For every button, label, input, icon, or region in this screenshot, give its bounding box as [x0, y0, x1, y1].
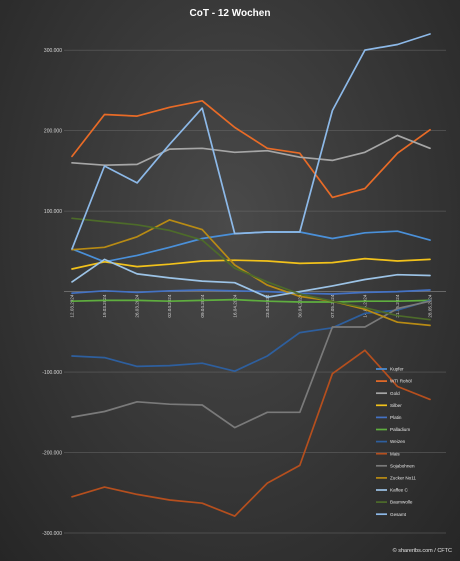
legend-label: Kupfer [390, 367, 404, 372]
x-tick-label: 23.04.2024 [265, 294, 270, 317]
legend-label: Platin [390, 415, 402, 420]
x-tick-label: 09.04.2024 [200, 294, 205, 317]
x-tick-label: 16.04.2024 [232, 294, 237, 317]
chart-title: CoT - 12 Wochen [190, 8, 271, 19]
legend-label: Silber [390, 403, 402, 408]
legend-label: Gold [390, 391, 400, 396]
legend-label: Sojabohnen [390, 463, 415, 468]
y-tick-label: -300.000 [42, 531, 62, 537]
legend-label: Baumwolle [390, 500, 413, 505]
y-axis-ticks: -300.000 -200.000 -100.000 100.000 200.000 30… [42, 48, 62, 537]
x-tick-label: 12.03.2024 [70, 294, 75, 317]
x-tick-label: 19.03.2024 [102, 294, 107, 317]
series-line-silber [71, 257, 431, 270]
y-tick-label: 200.000 [44, 128, 62, 134]
series-line-wti-roh-l [71, 99, 431, 199]
series-line-palladium [71, 298, 431, 303]
series-line-weizen [71, 299, 431, 373]
series-line-platin [71, 289, 431, 295]
legend-label: Zucker No11 [390, 476, 416, 481]
y-tick-label: -100.000 [42, 370, 62, 376]
series-line-kupfer [71, 230, 431, 263]
series-line-mais [71, 349, 431, 517]
source-label: © shareribs.com / CFTC [393, 547, 452, 554]
x-tick-label: 28.05.2024 [428, 294, 433, 317]
x-tick-label: 02.04.2024 [167, 294, 172, 317]
y-tick-label: 300.000 [44, 48, 62, 54]
x-tick-label: 21.05.2024 [395, 294, 400, 317]
legend-label: Kaffee C [390, 488, 408, 493]
x-tick-label: 30.04.2024 [297, 294, 302, 317]
legend-label: Weizen [390, 439, 406, 444]
legend-label: Mais [390, 451, 400, 456]
series-lines [71, 33, 431, 517]
series-line-gold [71, 134, 431, 167]
y-tick-label: 100.000 [44, 209, 62, 215]
legend: Kupfer WTI Rohöl Gold Silber Platin Palladium… [376, 367, 416, 517]
legend-label: Gesamt [390, 512, 407, 517]
x-tick-label: 07.05.2024 [330, 294, 335, 317]
series-line-baumwolle [71, 217, 431, 321]
series-line-gesamt [71, 33, 431, 250]
legend-label: Palladium [390, 427, 410, 432]
legend-label: WTI Rohöl [390, 379, 412, 384]
series-line-kaffee-c [71, 258, 431, 299]
y-tick-label: -200.000 [42, 450, 62, 456]
series-line-sojabohnen [71, 300, 431, 429]
x-tick-label: 14.05.2024 [363, 294, 368, 317]
x-axis-ticks: 12.03.2024 19.03.2024 26.03.2024 02.04.2024… [70, 294, 433, 317]
x-tick-label: 26.03.2024 [135, 294, 140, 317]
series-line-zucker-no11 [71, 219, 431, 327]
